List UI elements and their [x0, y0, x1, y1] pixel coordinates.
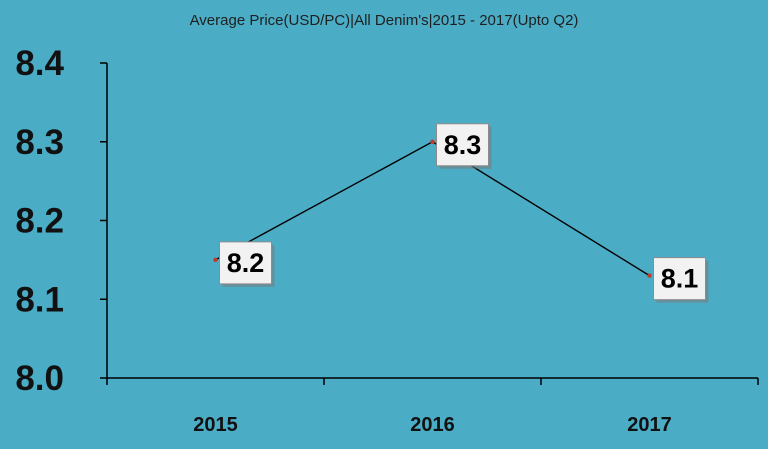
data-label-box — [219, 241, 272, 285]
data-label-2015: 8.2 — [219, 241, 275, 287]
y-tick-label: 8.1 — [15, 280, 64, 319]
data-label-2016: 8.3 — [436, 123, 492, 169]
data-label-2017: 8.1 — [653, 257, 709, 303]
series-line-path — [215, 140, 650, 277]
data-label-box — [653, 257, 706, 301]
data-label-text: 8.2 — [227, 248, 265, 278]
x-tick-label: 2015 — [193, 414, 238, 436]
y-tick-label: 8.3 — [15, 123, 64, 162]
data-label-text: 8.3 — [444, 130, 482, 160]
y-tick-label: 8.0 — [15, 359, 64, 398]
x-ticks: 2015 2016 2017 — [106, 378, 759, 436]
data-point-2017 — [647, 273, 652, 278]
y-ticks: 8.0 8.1 8.2 8.3 8.4 — [15, 44, 107, 398]
x-tick-label: 2017 — [627, 414, 672, 436]
y-tick-label: 8.2 — [15, 202, 64, 241]
chart-title: Average Price(USD/PC)|All Denim's|2015 -… — [190, 12, 579, 29]
x-tick-label: 2016 — [410, 414, 455, 436]
series-line — [213, 139, 652, 278]
y-tick-label: 8.4 — [15, 44, 64, 83]
data-point-2016 — [430, 139, 435, 144]
data-label-text: 8.1 — [661, 264, 699, 294]
data-label-box — [436, 123, 489, 167]
data-labels: 8.2 8.3 8.1 — [219, 123, 709, 303]
data-point-2015 — [213, 257, 218, 263]
